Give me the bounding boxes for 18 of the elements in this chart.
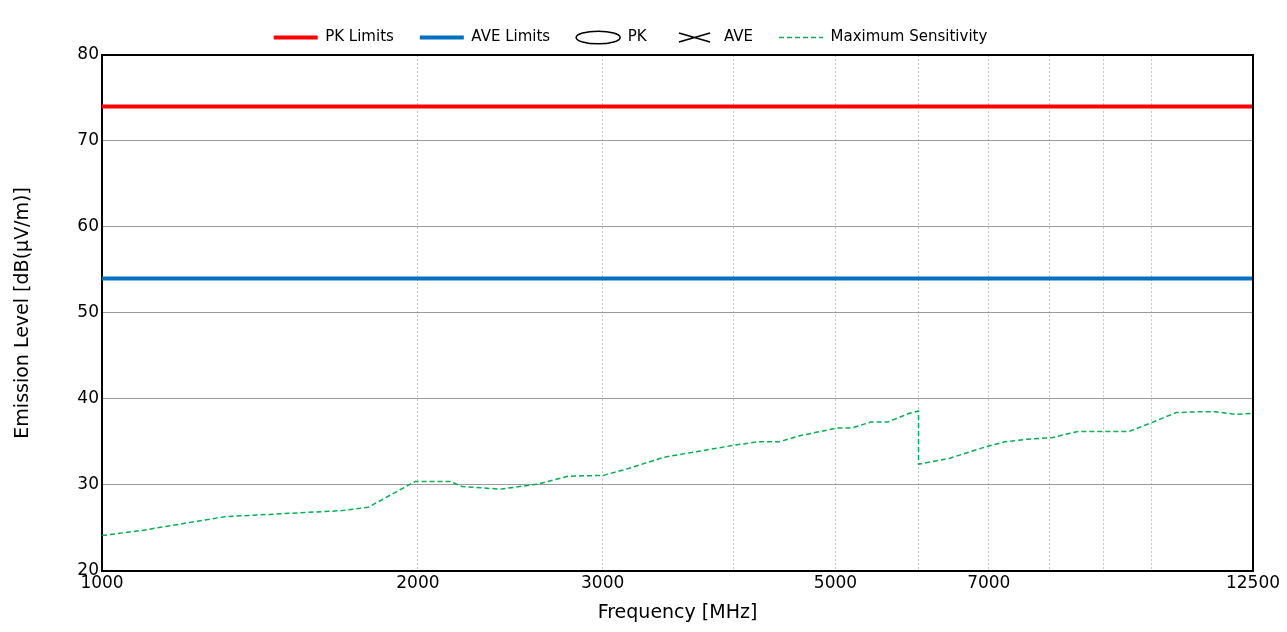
legend-label: AVE Limits	[471, 27, 551, 46]
y-tick-label: 40	[77, 387, 99, 408]
x-tick-label: 3000	[581, 572, 625, 593]
x-axis-title: Frequency [MHz]	[597, 599, 758, 622]
y-axis-title: Emission Level [dB(μV/m)]	[10, 187, 33, 439]
legend-label: PK Limits	[325, 27, 395, 46]
x-tick-label: 7000	[967, 572, 1011, 593]
legend-label: AVE	[724, 27, 754, 46]
legend-label: PK	[627, 27, 648, 46]
y-tick-label: 50	[77, 301, 99, 322]
y-tick-label: 80	[77, 43, 99, 64]
y-tick-label: 70	[77, 129, 99, 150]
x-tick-label: 5000	[813, 572, 858, 593]
y-tick-label: 30	[77, 473, 99, 494]
y-tick-label: 60	[77, 215, 99, 236]
legend-label: Maximum Sensitivity	[830, 27, 988, 46]
x-tick-label: 2000	[396, 572, 440, 593]
x-tick-label: 12500	[1225, 572, 1281, 593]
